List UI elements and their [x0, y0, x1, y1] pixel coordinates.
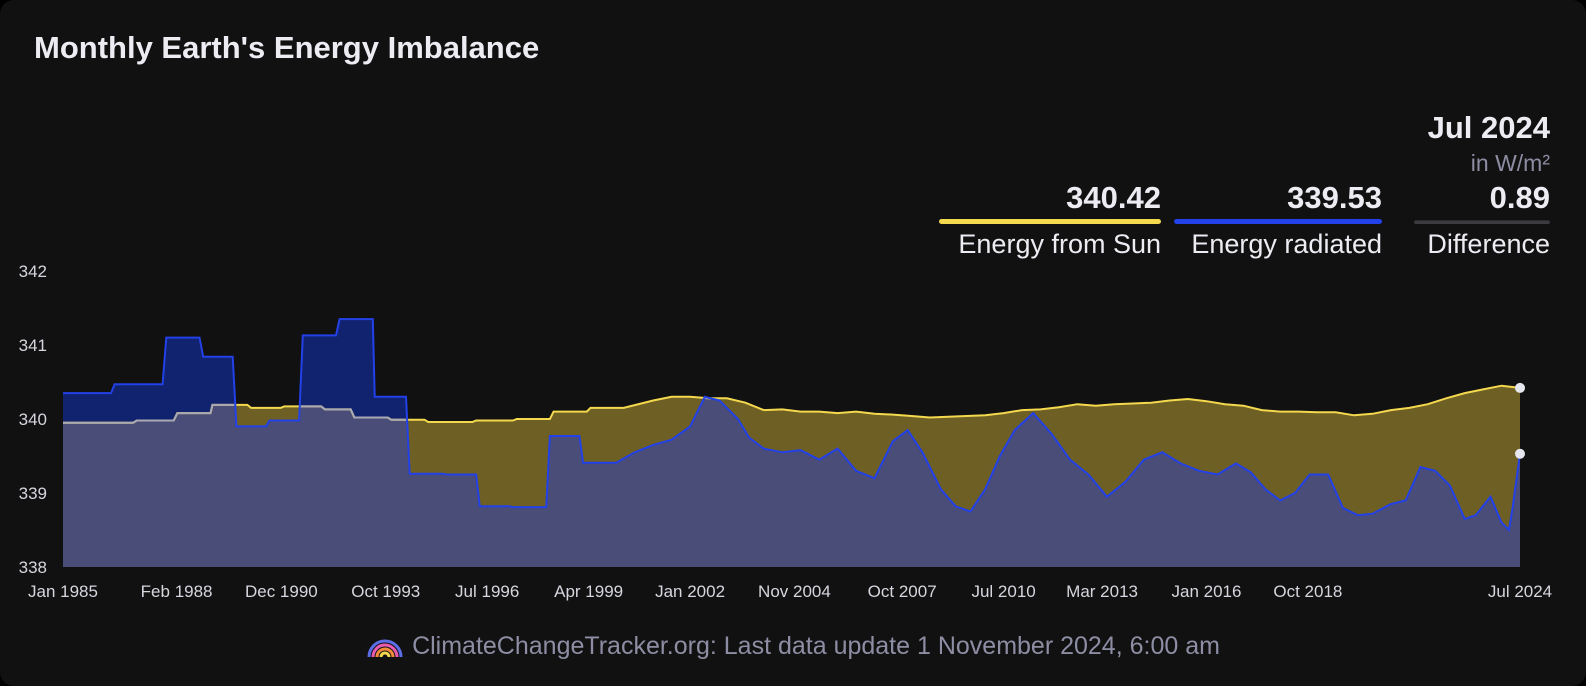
y-tick-label: 341 — [19, 336, 47, 355]
radiated-label: Energy radiated — [1191, 229, 1382, 259]
radiated-readout: 339.53 Energy radiated — [1174, 178, 1382, 264]
climate-tracker-logo-icon — [367, 639, 403, 658]
x-tick-label: Feb 1988 — [141, 582, 213, 601]
x-tick-label: Jan 1985 — [28, 582, 98, 601]
x-tick-label: Jan 2002 — [655, 582, 725, 601]
overlap-area — [63, 385, 1520, 567]
plot-area — [63, 318, 1525, 567]
radiated-value: 339.53 — [1287, 180, 1382, 215]
x-tick-label: Mar 2013 — [1066, 582, 1138, 601]
sun-label: Energy from Sun — [958, 229, 1161, 259]
x-tick-label: Dec 1990 — [245, 582, 318, 601]
readout-period: Jul 2024 — [1427, 110, 1550, 145]
x-tick-label: Jul 1996 — [455, 582, 519, 601]
sun-value: 340.42 — [1066, 180, 1161, 215]
x-tick-label: Oct 1993 — [351, 582, 420, 601]
x-tick-label: Oct 2007 — [868, 582, 937, 601]
footer-text: ClimateChangeTracker.org: Last data upda… — [412, 632, 1220, 660]
readout-unit: in W/m² — [1470, 150, 1550, 176]
radiated-line — [63, 318, 1521, 533]
x-tick-label: Jan 2016 — [1171, 582, 1241, 601]
difference-legend-swatch — [1414, 220, 1550, 224]
x-tick-label: Jul 2024 — [1488, 582, 1552, 601]
radiated-end-marker[interactable] — [1515, 448, 1525, 459]
sun-end-marker[interactable] — [1515, 382, 1525, 393]
x-tick-label: Apr 1999 — [554, 582, 623, 601]
y-tick-label: 340 — [19, 410, 47, 429]
sun-legend-swatch — [939, 219, 1161, 224]
difference-label: Difference — [1427, 229, 1550, 259]
difference-value: 0.89 — [1489, 180, 1550, 215]
x-tick-label: Nov 2004 — [758, 582, 831, 601]
sun-readout: 340.42 Energy from Sun — [939, 178, 1161, 264]
y-tick-label: 338 — [19, 558, 47, 577]
radiated-legend-swatch — [1174, 219, 1382, 224]
chart-title: Monthly Earth's Energy Imbalance — [34, 30, 540, 65]
y-tick-label: 342 — [19, 262, 47, 281]
x-tick-label: Oct 2018 — [1273, 582, 1342, 601]
footer: ClimateChangeTracker.org: Last data upda… — [0, 632, 1586, 661]
x-tick-label: Jul 2010 — [971, 582, 1035, 601]
axes: 338 339 340 341 342 Jan 1985 Feb 1988 Dec 1990 O… — [19, 262, 1553, 601]
difference-readout: 0.89 Difference — [1414, 178, 1550, 264]
y-tick-label: 339 — [19, 484, 47, 503]
